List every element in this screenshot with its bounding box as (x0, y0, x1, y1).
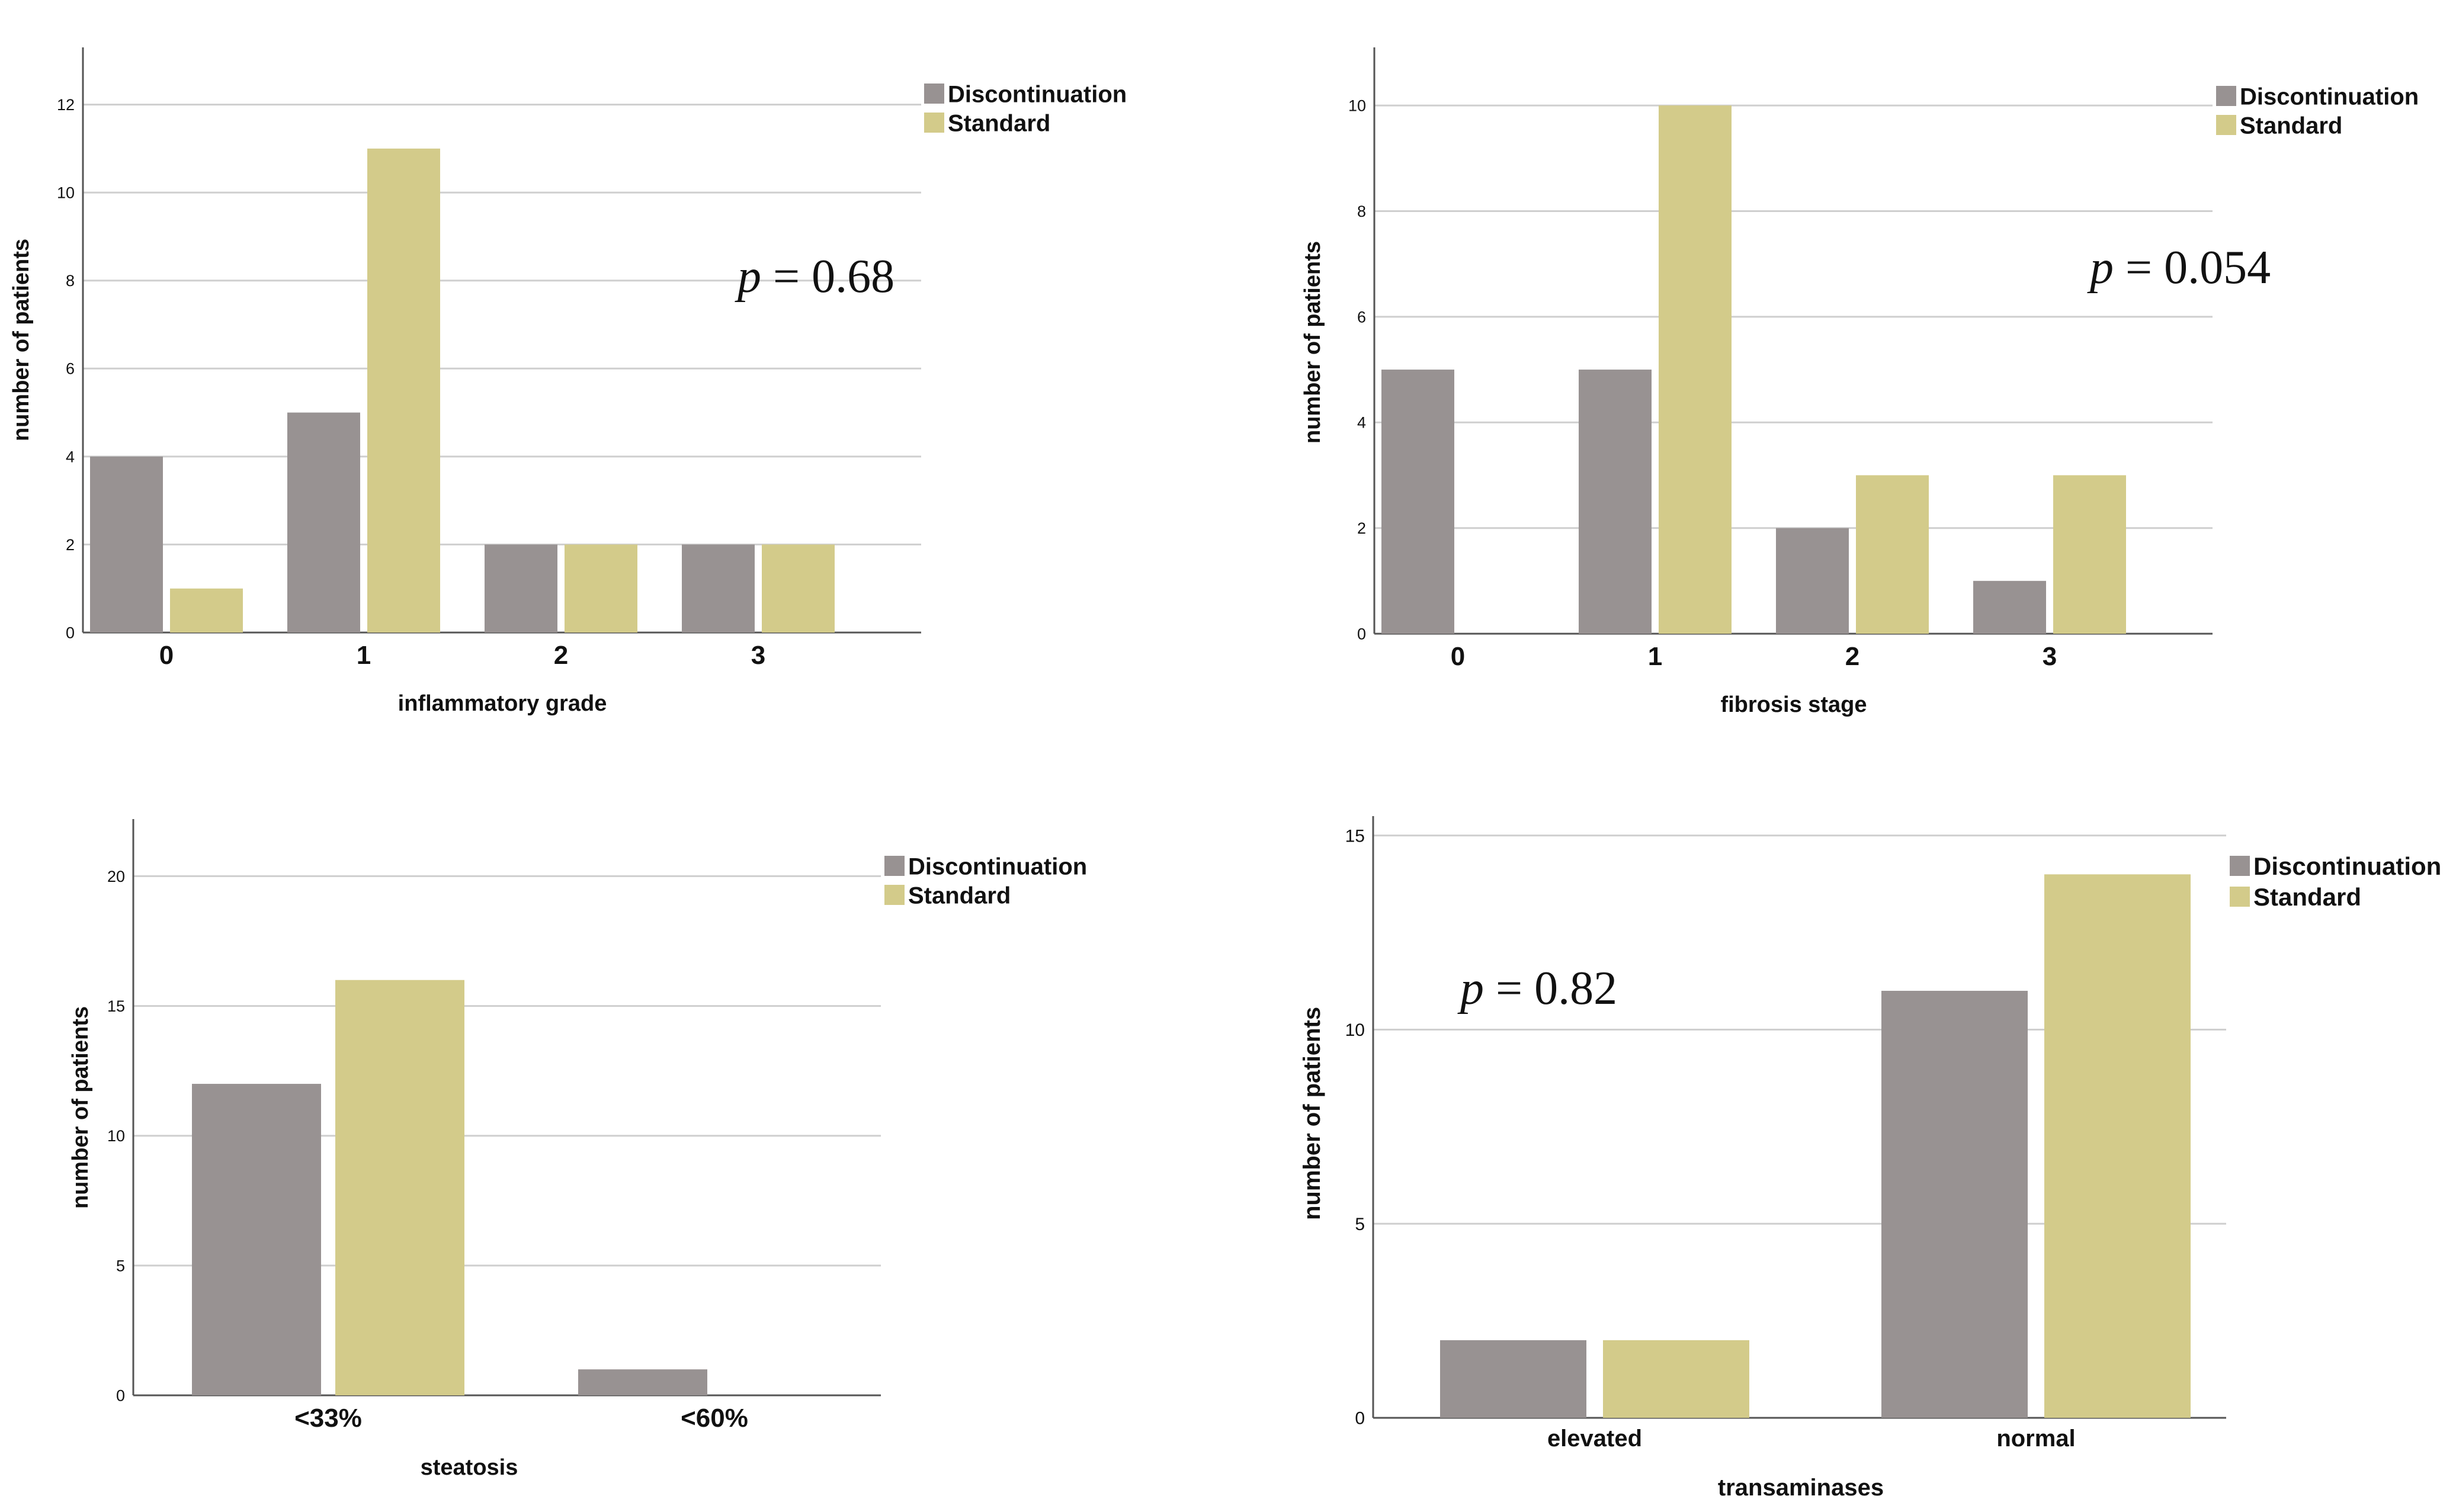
bar-discontinuation (1579, 370, 1652, 634)
bar-standard (2053, 475, 2126, 634)
y-tick-label: 2 (1357, 519, 1366, 537)
y-tick-label: 8 (1357, 203, 1366, 220)
legend-label: Standard (2240, 113, 2342, 139)
legend: Discontinuation Standard (924, 81, 1127, 136)
x-tick-label: 0 (1451, 642, 1465, 671)
legend: Discontinuation Standard (2216, 84, 2419, 139)
y-tick-label: 5 (116, 1257, 125, 1275)
x-axis-title: transaminases (1718, 1475, 1884, 1501)
legend-swatch-discontinuation (2216, 86, 2236, 106)
legend-swatch-standard (884, 885, 905, 905)
y-tick-label: 0 (1355, 1409, 1365, 1428)
bar-discontinuation (578, 1369, 707, 1395)
y-tick-label: 6 (1357, 308, 1366, 326)
p-value-annotation: p = 0.82 (1457, 962, 1617, 1015)
y-tick-label: 6 (66, 360, 75, 378)
y-axis-title: number of patients (1299, 1007, 1325, 1220)
y-tick-label: 10 (1345, 1020, 1365, 1040)
x-axis-title: steatosis (421, 1455, 518, 1480)
chart-panel-3: 0 5 10 15 20 <33% <60% steatosis number of patie… (68, 819, 1087, 1480)
bar-discontinuation (485, 544, 557, 633)
legend-label: Standard (948, 110, 1050, 136)
bar-standard (1856, 475, 1929, 634)
legend-label: Standard (908, 882, 1011, 909)
bar-discontinuation (1881, 990, 2028, 1418)
legend: Discontinuation Standard (884, 853, 1087, 909)
bar-discontinuation (1973, 580, 2046, 634)
y-tick-label: 0 (66, 624, 75, 641)
bar-discontinuation (1776, 528, 1849, 634)
legend-label: Discontinuation (948, 81, 1127, 107)
y-axis-title: number of patients (9, 239, 34, 441)
bar-discontinuation (192, 1084, 321, 1395)
x-tick-label: 2 (1845, 642, 1859, 671)
y-tick-label: 15 (1345, 826, 1365, 846)
y-tick-label: 2 (66, 536, 75, 554)
legend-swatch-standard (2216, 115, 2236, 135)
x-tick-label: elevated (1547, 1426, 1642, 1452)
bar-standard (565, 544, 637, 633)
y-tick-label: 4 (1357, 414, 1366, 432)
bar-standard (1603, 1340, 1749, 1418)
y-tick-label: 8 (66, 272, 75, 290)
legend-swatch-standard (924, 113, 944, 133)
chart-panel-2: 0 2 4 6 8 10 0 1 2 3 fibrosis stage number of patie… (1300, 47, 2419, 717)
y-axis-title: number of patients (68, 1006, 93, 1209)
bar-standard (170, 588, 243, 633)
y-axis-title: number of patients (1300, 241, 1325, 444)
x-axis-title: inflammatory grade (398, 691, 607, 716)
bar-discontinuation (90, 456, 163, 633)
legend-label: Standard (2253, 883, 2361, 911)
legend-label: Discontinuation (908, 853, 1087, 879)
x-tick-label: <60% (681, 1404, 748, 1433)
y-tick-label: 10 (1348, 97, 1366, 115)
x-tick-label: normal (1996, 1426, 2075, 1452)
legend-swatch-standard (2230, 887, 2250, 907)
legend-label: Discontinuation (2253, 852, 2441, 880)
bar-standard (762, 544, 835, 633)
y-tick-label: 10 (107, 1127, 125, 1145)
legend-swatch-discontinuation (884, 856, 905, 876)
bar-discontinuation (1440, 1340, 1586, 1418)
bar-discontinuation (682, 544, 755, 633)
bar-standard (2044, 874, 2191, 1418)
bar-standard (1659, 105, 1732, 634)
y-tick-label: 4 (66, 448, 75, 466)
x-tick-label: 2 (554, 641, 568, 670)
x-tick-label: 3 (751, 641, 765, 670)
p-value-annotation: p = 0.054 (2087, 242, 2271, 294)
legend: Discontinuation Standard (2230, 852, 2441, 911)
x-tick-label: 1 (1648, 642, 1662, 671)
y-tick-label: 0 (1357, 625, 1366, 643)
chart-panel-4: 0 5 10 15 elevated normal transaminases number … (1299, 816, 2441, 1501)
x-tick-label: 1 (357, 641, 371, 670)
bar-discontinuation (1381, 370, 1454, 634)
y-tick-label: 10 (57, 184, 75, 202)
legend-swatch-discontinuation (924, 84, 944, 104)
bar-standard (335, 980, 464, 1395)
legend-label: Discontinuation (2240, 84, 2419, 110)
bar-standard (367, 148, 440, 633)
y-tick-label: 12 (57, 96, 75, 114)
legend-swatch-discontinuation (2230, 856, 2250, 876)
x-tick-label: 3 (2043, 642, 2057, 671)
y-tick-label: 5 (1355, 1215, 1365, 1234)
p-value-annotation: p = 0.68 (735, 251, 894, 303)
y-tick-label: 15 (107, 997, 125, 1015)
y-tick-label: 0 (116, 1386, 125, 1404)
x-axis-title: fibrosis stage (1720, 692, 1867, 717)
bar-discontinuation (287, 412, 360, 633)
x-tick-label: <33% (294, 1404, 362, 1433)
y-tick-label: 20 (107, 868, 125, 885)
x-tick-label: 0 (159, 641, 174, 670)
